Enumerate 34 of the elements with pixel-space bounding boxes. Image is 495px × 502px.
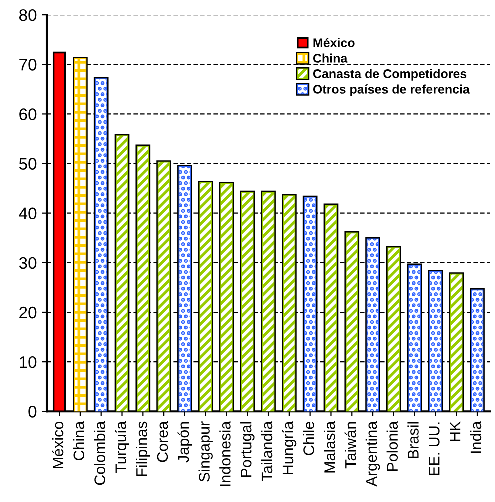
x-tick-label: Tailandia xyxy=(261,421,273,482)
y-tick-label: 80 xyxy=(19,9,37,22)
legend-label: Otros países de referencia xyxy=(313,84,470,96)
x-tick-label: HK xyxy=(450,422,461,442)
x-tick-label: Malasia xyxy=(324,421,336,473)
y-tick-label: 50 xyxy=(19,158,37,170)
y-tick-label: 10 xyxy=(20,356,37,368)
y-tick-label: 40 xyxy=(19,208,37,220)
x-tick-label: Taiwán xyxy=(344,422,356,469)
x-tick-label: China xyxy=(73,421,85,460)
legend-label: Canasta de Competidores xyxy=(313,69,467,81)
x-tick-label: Japón xyxy=(178,422,192,463)
y-tick-label: 20 xyxy=(20,306,37,319)
y-tick-label: 30 xyxy=(19,257,37,270)
x-tick-label: Argentina xyxy=(366,421,380,487)
x-tick-label: México xyxy=(52,422,64,468)
x-tick-label: Filipinas xyxy=(136,422,150,476)
legend-label: México xyxy=(314,38,355,48)
x-tick-label: Polonia xyxy=(386,421,398,472)
x-tick-label: Hungría xyxy=(282,421,297,474)
x-tick-label: Turquía xyxy=(115,421,130,474)
legend-label: China xyxy=(313,54,348,63)
y-tick-label: 0 xyxy=(28,406,37,418)
x-tick-label: Chile xyxy=(303,422,314,456)
x-tick-label: Singapur xyxy=(198,422,213,482)
x-tick-label: Colombia xyxy=(94,421,106,486)
x-tick-label: Corea xyxy=(157,421,168,462)
y-tick-label: 60 xyxy=(20,108,37,120)
x-tick-label: India xyxy=(470,421,482,454)
x-tick-label: Indonesia xyxy=(220,421,231,486)
x-tick-label: Brasil xyxy=(408,422,419,458)
x-tick-label: EE. UU. xyxy=(429,422,440,476)
x-tick-label: Portugal xyxy=(240,422,255,478)
y-tick-label: 70 xyxy=(20,59,37,71)
